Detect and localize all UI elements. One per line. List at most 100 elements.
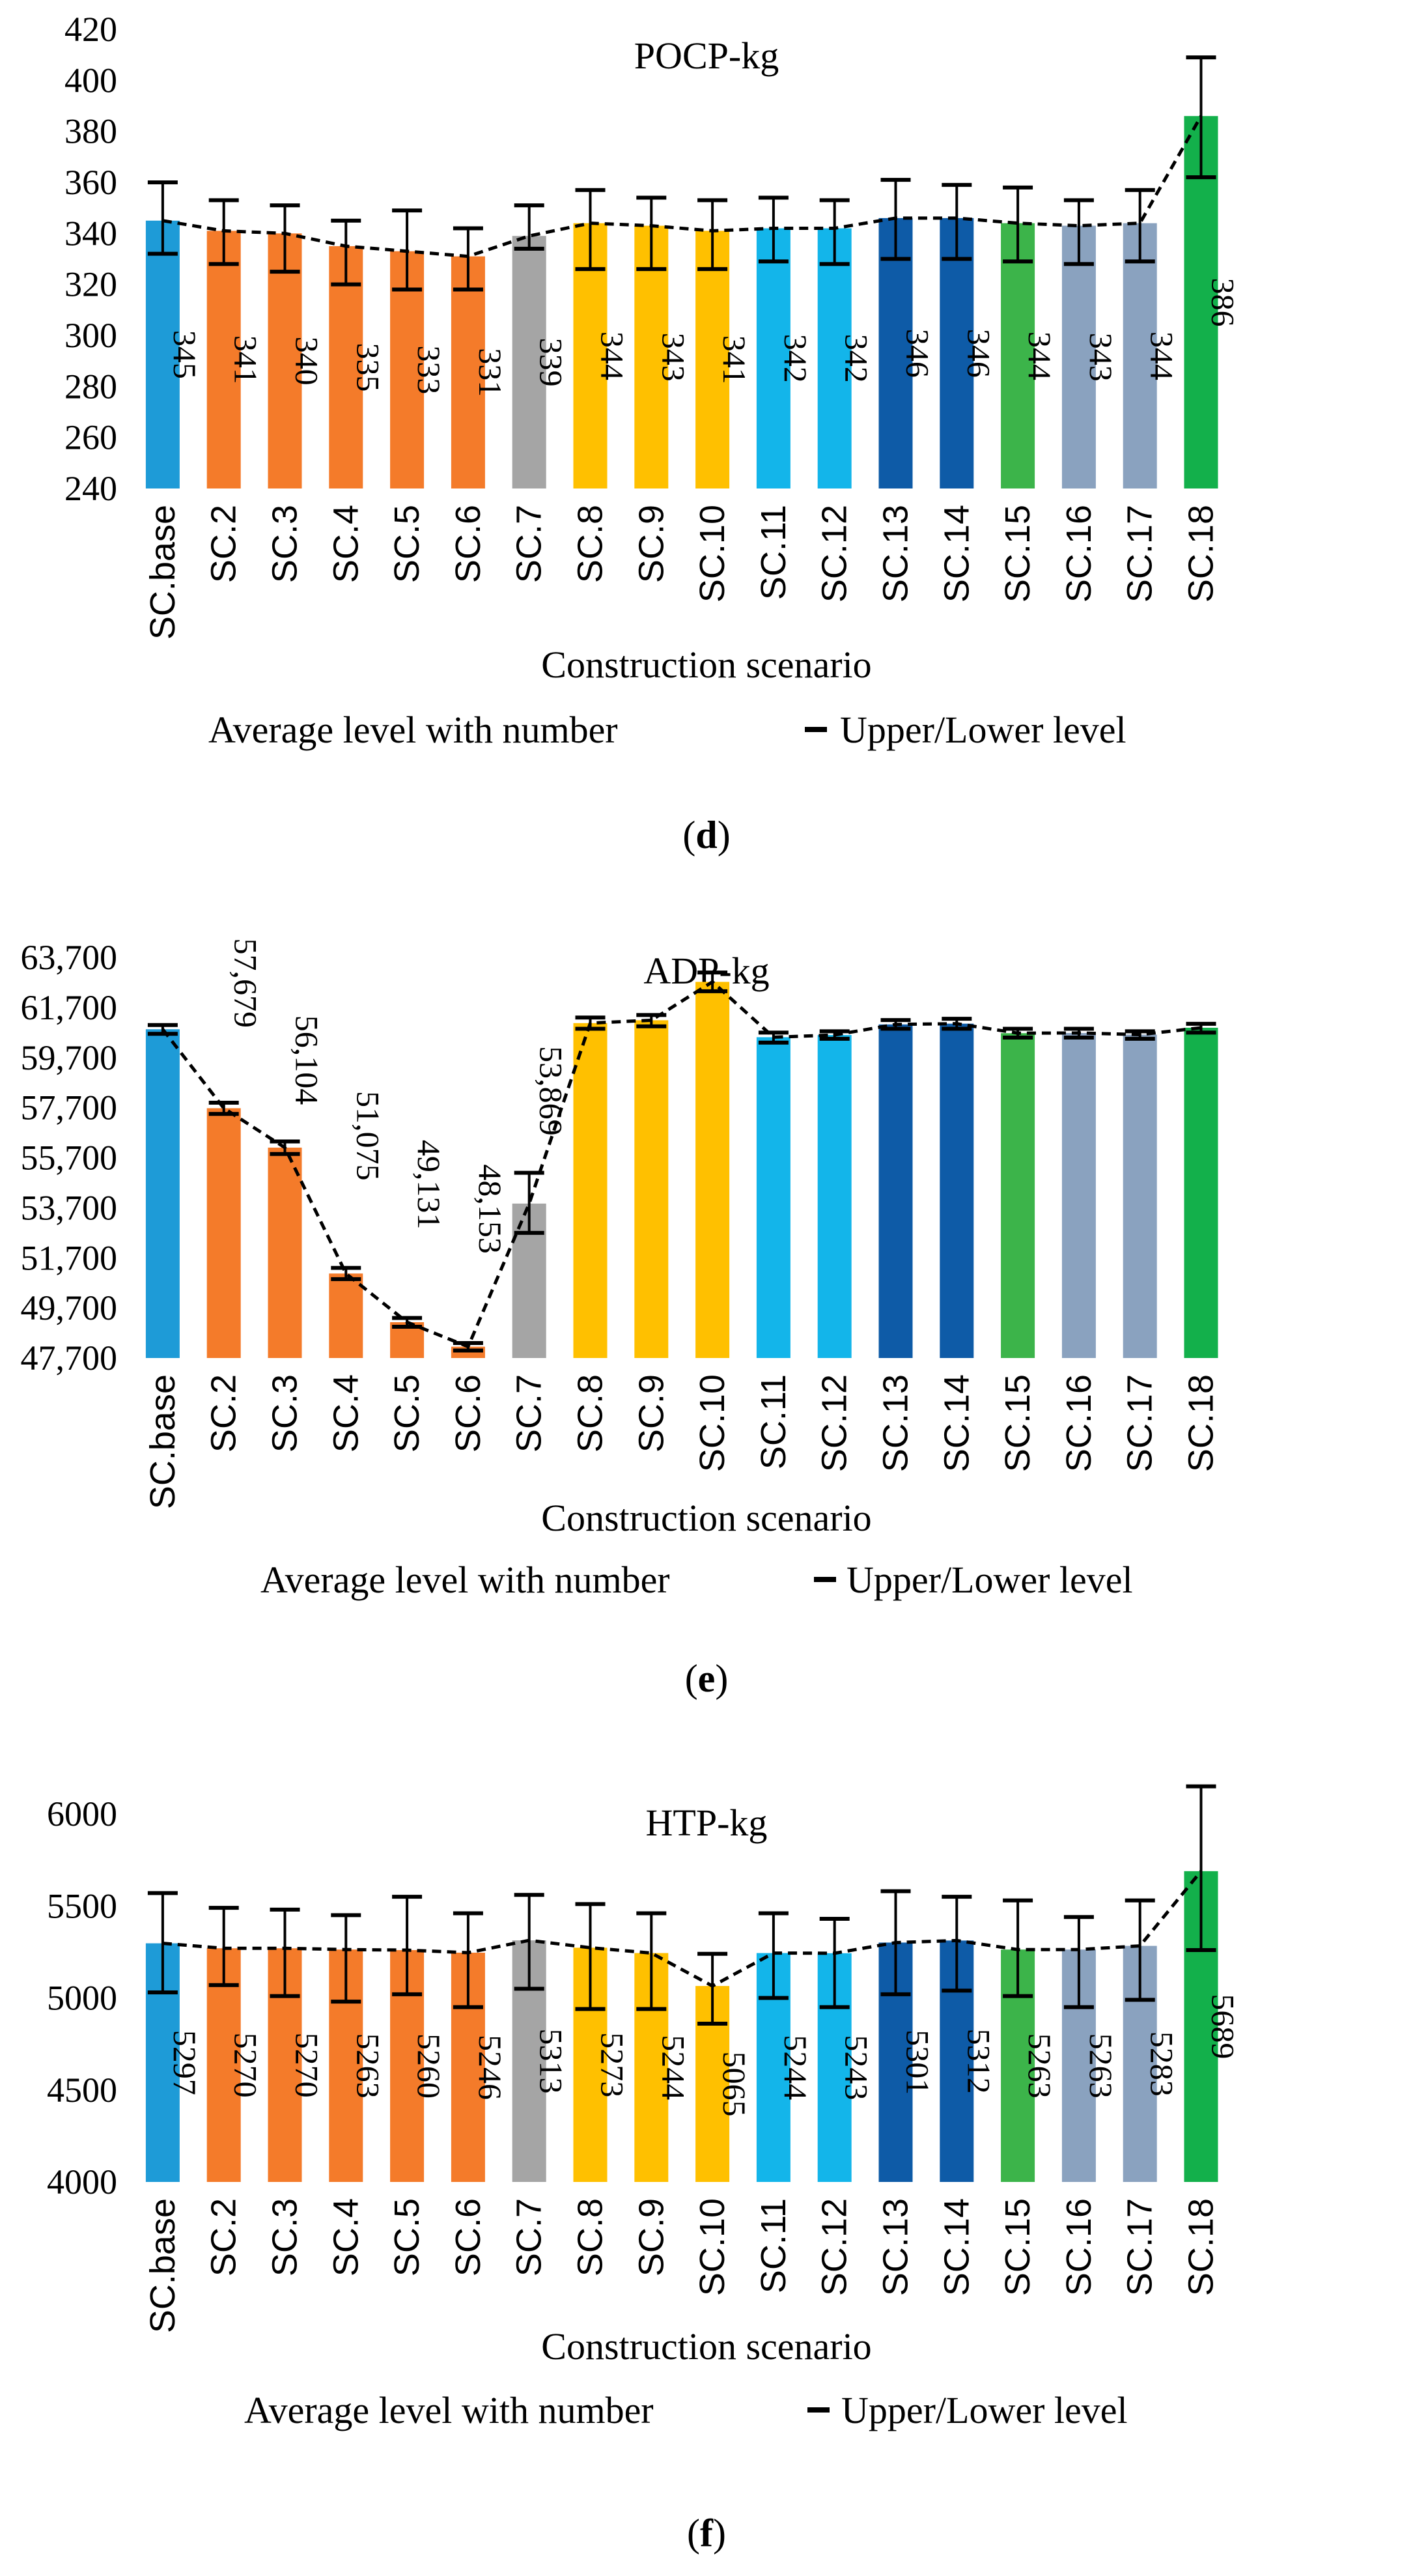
legend-upper-lower: Upper/Lower level: [840, 709, 1126, 751]
y-tick-label: 420: [64, 10, 117, 49]
y-tick-label: 5500: [47, 1886, 117, 1925]
value-label: 5263: [1083, 2033, 1119, 2099]
error-bar: [636, 1911, 667, 2011]
value-label: 346: [900, 329, 936, 378]
category-label: SC.18: [1182, 1374, 1221, 1472]
category-label: SC.base: [143, 505, 182, 640]
bar: [634, 1020, 669, 1358]
value-label: 342: [839, 334, 875, 383]
y-tick-label: 49,700: [21, 1288, 118, 1327]
value-label: 340: [289, 337, 326, 386]
average-line: [161, 980, 1201, 1349]
error-bar: [819, 1029, 850, 1041]
bar: [451, 256, 485, 488]
chart-panel-htp: HTP-kg 4000 4500 5000 5500 6000 5297 5270 5270 52…: [0, 1765, 1413, 2521]
bar: [145, 220, 180, 488]
value-label: 5260: [411, 2033, 447, 2099]
category-label: SC.7: [510, 505, 549, 583]
category-label: SC.8: [571, 1374, 610, 1452]
value-label: 386: [1205, 278, 1242, 327]
bar: [878, 1024, 913, 1358]
error-bar: [270, 203, 300, 274]
legend-upper-lower: Upper/Lower level: [841, 2389, 1128, 2431]
category-label: SC.6: [449, 1374, 488, 1452]
category-label: SC.9: [632, 2198, 671, 2276]
error-bar: [636, 1013, 667, 1028]
bar: [1001, 1033, 1035, 1358]
value-label: 5263: [1022, 2033, 1058, 2099]
value-label: 5273: [595, 2032, 631, 2097]
error-bar: [331, 1266, 361, 1281]
y-tick-label: 61,700: [21, 988, 118, 1027]
bar: [756, 228, 790, 488]
bar: [206, 231, 241, 488]
x-axis-label: Construction scenario: [541, 644, 871, 686]
error-bar: [880, 178, 911, 261]
value-label: 5065: [716, 2052, 753, 2117]
bar: [940, 1023, 974, 1358]
legend-average: Average level with number: [208, 709, 618, 751]
value-label: 5263: [350, 2033, 386, 2099]
value-label: 5313: [533, 2029, 570, 2094]
error-bar: [453, 1340, 483, 1353]
error-bar: [819, 198, 850, 266]
category-label: SC.14: [937, 1374, 976, 1472]
category-label: SC.11: [754, 505, 793, 600]
value-label: 345: [167, 330, 203, 379]
error-bar: [1125, 188, 1155, 264]
error-bar: [331, 1913, 361, 2004]
y-tick-label: 4000: [47, 2162, 117, 2201]
value-label: 5246: [472, 2035, 509, 2100]
error-bar: [147, 180, 178, 256]
value-label: 344: [595, 332, 631, 380]
category-label: SC.15: [998, 2198, 1037, 2296]
chart-title: POCP-kg: [634, 35, 779, 77]
bar: [268, 1147, 302, 1358]
category-label: SC.4: [326, 505, 365, 583]
y-tick-label: 55,700: [21, 1139, 118, 1178]
value-label: 5301: [900, 2030, 936, 2095]
y-tick-label: 57,700: [21, 1088, 118, 1127]
error-bar: [697, 1951, 728, 2026]
value-label: 48,153: [472, 1164, 509, 1254]
y-tick-label: 240: [64, 469, 117, 508]
error-bar: [1125, 1898, 1155, 2002]
category-label: SC.12: [815, 1374, 854, 1472]
category-label: SC.5: [387, 505, 427, 583]
value-label: 5270: [289, 2033, 326, 2098]
error-bar: [1063, 198, 1094, 266]
error-bar: [514, 1170, 544, 1235]
legend: Average level with number Upper/Lower lev…: [260, 1559, 1133, 1601]
value-label: 342: [777, 334, 814, 383]
bar: [756, 1037, 790, 1358]
value-label: 5312: [960, 2029, 997, 2094]
category-label: SC.13: [876, 505, 916, 602]
y-tick-label: 47,700: [21, 1338, 118, 1378]
error-bar: [147, 1891, 178, 1995]
chart-pocp: POCP-kg 240 260 280 300 320 340 360 380 400 420 345…: [64, 10, 1242, 751]
value-label: 49,131: [411, 1140, 447, 1230]
y-tick-label: 260: [64, 418, 117, 457]
error-bar: [942, 182, 972, 261]
value-label: 343: [1083, 333, 1119, 382]
value-label: 5243: [839, 2035, 875, 2100]
bar: [145, 1029, 180, 1358]
value-label: 331: [472, 348, 509, 397]
category-label: SC.8: [571, 2198, 610, 2276]
value-label: 346: [960, 329, 997, 378]
bar: [695, 982, 730, 1358]
value-label: 344: [1144, 332, 1181, 380]
error-bar: [697, 198, 728, 272]
category-label: SC.12: [815, 505, 854, 602]
category-label: SC.11: [754, 2198, 793, 2293]
category-label: SC.18: [1182, 2198, 1221, 2296]
category-label: SC.17: [1121, 2198, 1160, 2296]
category-label: SC.3: [266, 1374, 305, 1452]
error-bar: [942, 1895, 972, 1993]
category-label: SC.3: [266, 505, 305, 583]
error-bar: [392, 1895, 423, 1996]
error-bar: [208, 1100, 239, 1116]
error-bar: [147, 1023, 178, 1036]
bar: [1061, 1032, 1096, 1358]
value-label: 335: [350, 343, 386, 391]
